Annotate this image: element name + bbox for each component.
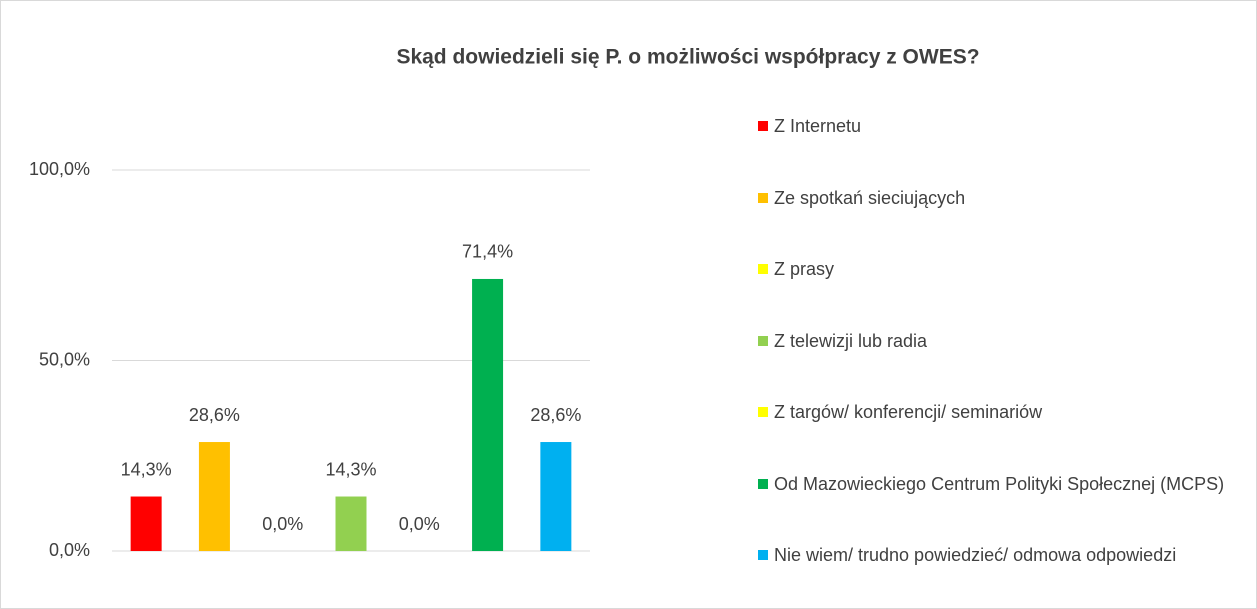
legend-label: Z targów/ konferencji/ seminariów bbox=[774, 402, 1043, 422]
y-tick-label: 0,0% bbox=[49, 540, 90, 560]
legend-label: Nie wiem/ trudno powiedzieć/ odmowa odpo… bbox=[774, 545, 1177, 565]
y-tick-label: 100,0% bbox=[29, 159, 90, 179]
legend-swatch bbox=[758, 121, 768, 131]
chart-title: Skąd dowiedzieli się P. o możliwości wsp… bbox=[396, 46, 979, 69]
bar bbox=[472, 278, 504, 551]
legend-item: Z Internetu bbox=[758, 113, 1248, 140]
value-label: 0,0% bbox=[262, 514, 303, 534]
value-label: 14,3% bbox=[325, 459, 376, 479]
legend-swatch bbox=[758, 264, 768, 274]
bar bbox=[130, 496, 162, 551]
legend-label: Z Internetu bbox=[774, 116, 862, 136]
legend-label: Z telewizji lub radia bbox=[774, 330, 928, 351]
value-label: 0,0% bbox=[399, 514, 440, 534]
legend-swatch bbox=[758, 550, 768, 560]
legend-item: Ze spotkań sieciujących bbox=[758, 185, 1248, 212]
bar bbox=[198, 442, 230, 551]
bar bbox=[540, 442, 572, 551]
value-label: 28,6% bbox=[530, 405, 581, 425]
legend-item: Z targów/ konferencji/ seminariów bbox=[758, 399, 1248, 426]
y-tick-label: 50,0% bbox=[39, 349, 90, 369]
legend-label: Od Mazowieckiego Centrum Polityki Społec… bbox=[774, 473, 1225, 494]
legend-label: Ze spotkań sieciujących bbox=[774, 187, 966, 208]
legend-swatch bbox=[758, 478, 768, 489]
legend-item: Od Mazowieckiego Centrum Polityki Społec… bbox=[758, 471, 1248, 498]
legend-swatch bbox=[758, 192, 768, 203]
legend-swatch bbox=[758, 335, 768, 346]
legend-label: Z prasy bbox=[774, 259, 835, 279]
legend-swatch bbox=[758, 407, 768, 417]
value-label: 71,4% bbox=[462, 242, 513, 262]
bar bbox=[335, 496, 367, 551]
legend-item: Z prasy bbox=[758, 256, 1248, 283]
legend-item: Z telewizji lub radia bbox=[758, 328, 1248, 355]
legend-item: Nie wiem/ trudno powiedzieć/ odmowa odpo… bbox=[758, 542, 1248, 569]
value-label: 28,6% bbox=[189, 405, 240, 425]
value-label: 14,3% bbox=[121, 459, 172, 479]
